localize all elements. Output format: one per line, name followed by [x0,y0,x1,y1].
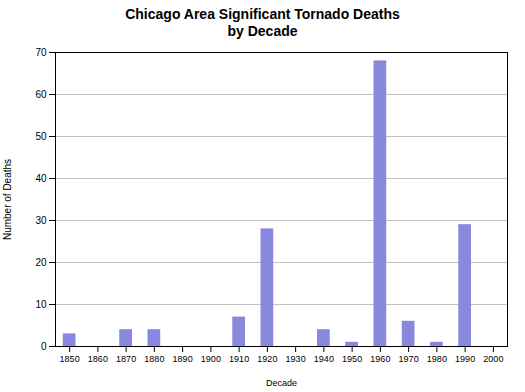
svg-text:1990: 1990 [455,354,475,364]
svg-text:50: 50 [35,131,47,142]
svg-text:Decade: Decade [266,378,297,388]
svg-text:30: 30 [35,215,47,226]
html-text:Chicago Area Significant Torna: Chicago Area Significant Tornado Deaths [125,6,400,22]
svg-text:1870: 1870 [116,354,136,364]
svg-text:0: 0 [41,341,47,352]
svg-text:1950: 1950 [342,354,362,364]
svg-text:1900: 1900 [201,354,221,364]
svg-text:1880: 1880 [144,354,164,364]
svg-text:Number of Deaths: Number of Deaths [2,159,13,240]
svg-text:1930: 1930 [286,354,306,364]
svg-text:1970: 1970 [399,354,419,364]
svg-text:10: 10 [35,299,47,310]
html-text:by Decade: by Decade [227,23,298,39]
svg-text:40: 40 [35,173,47,184]
svg-text:1920: 1920 [257,354,277,364]
svg-text:70: 70 [35,47,47,58]
svg-text:2000: 2000 [483,354,503,364]
svg-text:1960: 1960 [370,354,390,364]
svg-text:1890: 1890 [173,354,193,364]
svg-text:1980: 1980 [427,354,447,364]
svg-text:1940: 1940 [314,354,334,364]
svg-text:1860: 1860 [88,354,108,364]
svg-text:1850: 1850 [60,354,80,364]
svg-text:60: 60 [35,89,47,100]
svg-text:1910: 1910 [229,354,249,364]
svg-text:20: 20 [35,257,47,268]
